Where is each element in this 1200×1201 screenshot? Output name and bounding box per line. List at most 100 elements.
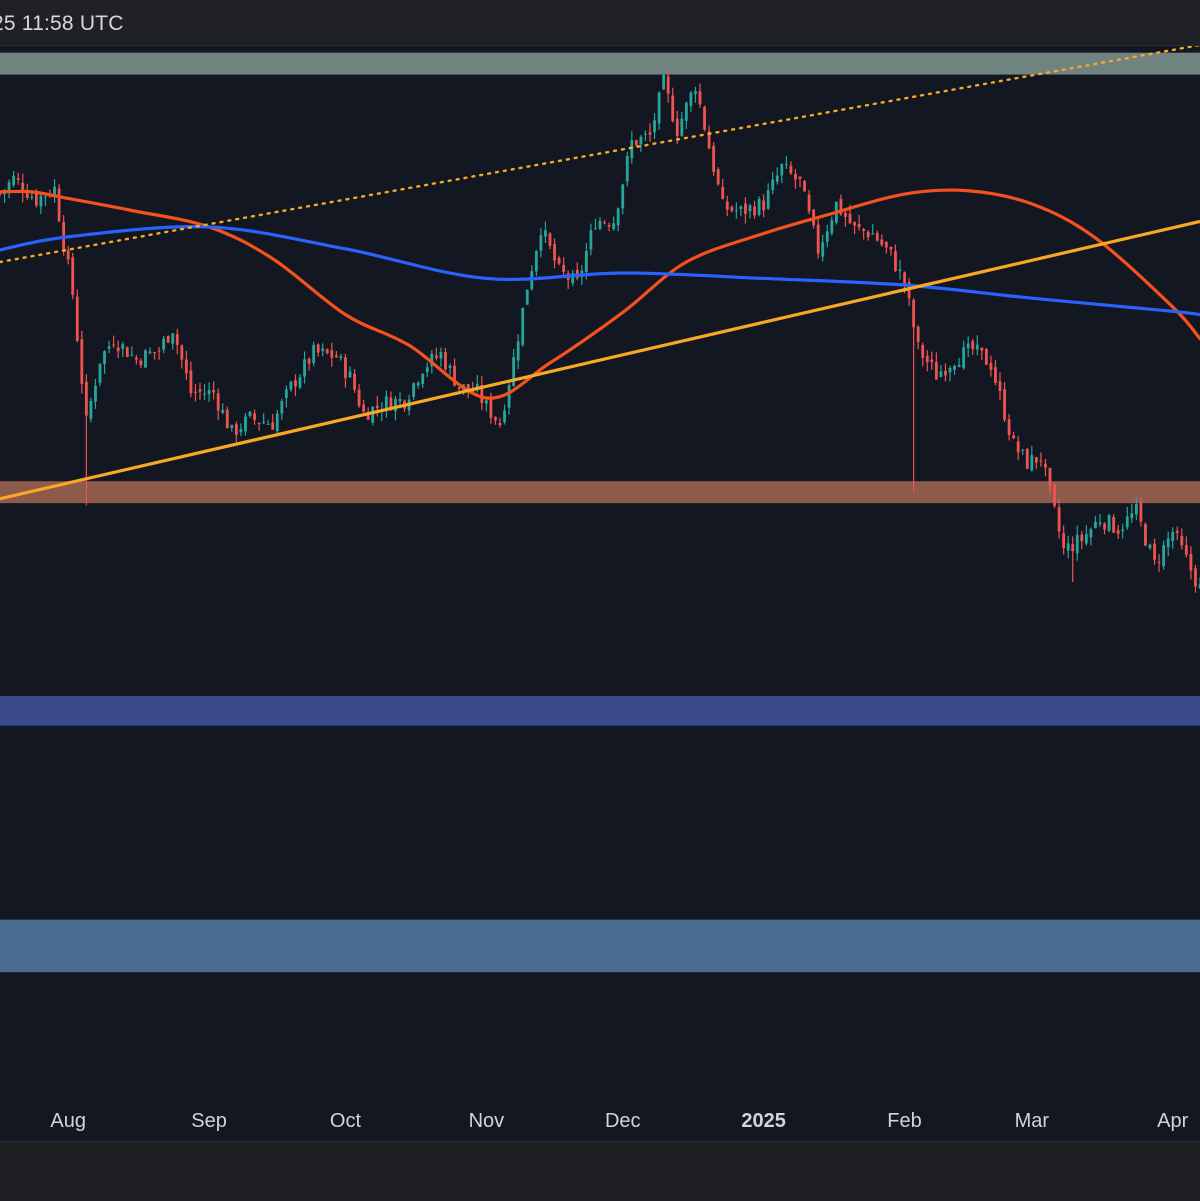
candle-body [598, 220, 602, 229]
candle-body [716, 169, 720, 185]
candle [539, 228, 543, 258]
zone-band-3 [0, 919, 1200, 973]
candle [1034, 457, 1038, 470]
candle [1053, 482, 1056, 509]
candle-body [457, 387, 461, 389]
zone-band-2 [0, 696, 1200, 726]
candle [875, 230, 879, 242]
candle-body [98, 363, 102, 383]
candle [1075, 525, 1079, 561]
candle [71, 252, 75, 300]
candle-body [516, 341, 520, 361]
candle [1103, 522, 1106, 535]
candle [889, 246, 893, 256]
candle-body [1107, 515, 1111, 531]
candle-body [357, 389, 361, 406]
candle [480, 376, 484, 410]
candle-body [171, 333, 175, 344]
candle-body [453, 365, 456, 386]
candle-body [1166, 538, 1170, 548]
candle [1025, 447, 1029, 470]
candle-body [375, 405, 379, 408]
candle [807, 189, 811, 215]
candle-body [362, 404, 366, 412]
candle [1039, 452, 1043, 467]
candle [116, 340, 120, 359]
candle-body [594, 228, 597, 230]
candle-body [353, 373, 356, 390]
candle-body [384, 396, 388, 409]
plot-background [0, 45, 1200, 1141]
candle [112, 335, 116, 348]
candle-body [148, 351, 152, 354]
candle-body [84, 381, 88, 416]
candle [544, 221, 547, 244]
candle-body [130, 354, 134, 356]
candle-body [657, 92, 661, 124]
candle-body [744, 203, 747, 214]
candle [1048, 467, 1052, 495]
candle-body [762, 200, 766, 211]
candle [725, 195, 729, 217]
candle-body [612, 223, 616, 230]
candle-body [544, 230, 547, 237]
candle-body [862, 228, 866, 231]
candle-body [794, 173, 797, 180]
candle-body [1030, 455, 1034, 471]
candle-body [225, 409, 229, 429]
candle-body [1016, 441, 1020, 453]
candle [130, 346, 134, 357]
candle [298, 374, 302, 390]
candle-body [175, 334, 179, 345]
candle [216, 388, 220, 421]
candle-body [244, 416, 247, 432]
candle [1057, 498, 1061, 539]
candle [571, 269, 575, 287]
candle-body [903, 272, 906, 285]
candle [1016, 435, 1020, 461]
candle-body [521, 307, 525, 345]
x-tick-label-mar: Mar [1015, 1110, 1050, 1132]
candle-body [316, 344, 320, 353]
candle [562, 257, 566, 276]
candle [1139, 497, 1143, 527]
x-tick-label-sep: Sep [191, 1110, 227, 1132]
candle-body [889, 246, 893, 250]
candle [225, 406, 229, 429]
candle [80, 330, 84, 394]
candle-body [484, 400, 488, 404]
candle [671, 87, 675, 123]
candle-body [803, 181, 806, 192]
candle [639, 134, 643, 153]
moving-average-0 [0, 188, 1200, 400]
candle [239, 423, 243, 437]
candle [448, 363, 452, 376]
candle [307, 357, 311, 371]
candle [266, 420, 270, 425]
candle [494, 416, 497, 425]
candle-body [844, 212, 847, 217]
candle [1153, 538, 1156, 565]
candle [275, 410, 279, 434]
candle-body [425, 367, 429, 372]
candle [934, 352, 938, 380]
candle [1162, 540, 1166, 570]
candle-body [194, 391, 197, 393]
candle [548, 232, 552, 250]
candle [948, 365, 952, 382]
candle [644, 130, 647, 141]
candle-body [948, 368, 952, 373]
candle [207, 382, 211, 402]
candle [775, 167, 779, 185]
candle-body [1021, 449, 1025, 451]
candle [598, 217, 602, 231]
candle [930, 351, 934, 370]
candle-body [548, 233, 552, 246]
candle [1198, 577, 1200, 589]
candle-body [157, 350, 161, 352]
candle [771, 171, 775, 195]
candle-body [44, 196, 47, 198]
candle-body [607, 224, 611, 227]
candle-body [230, 424, 234, 429]
